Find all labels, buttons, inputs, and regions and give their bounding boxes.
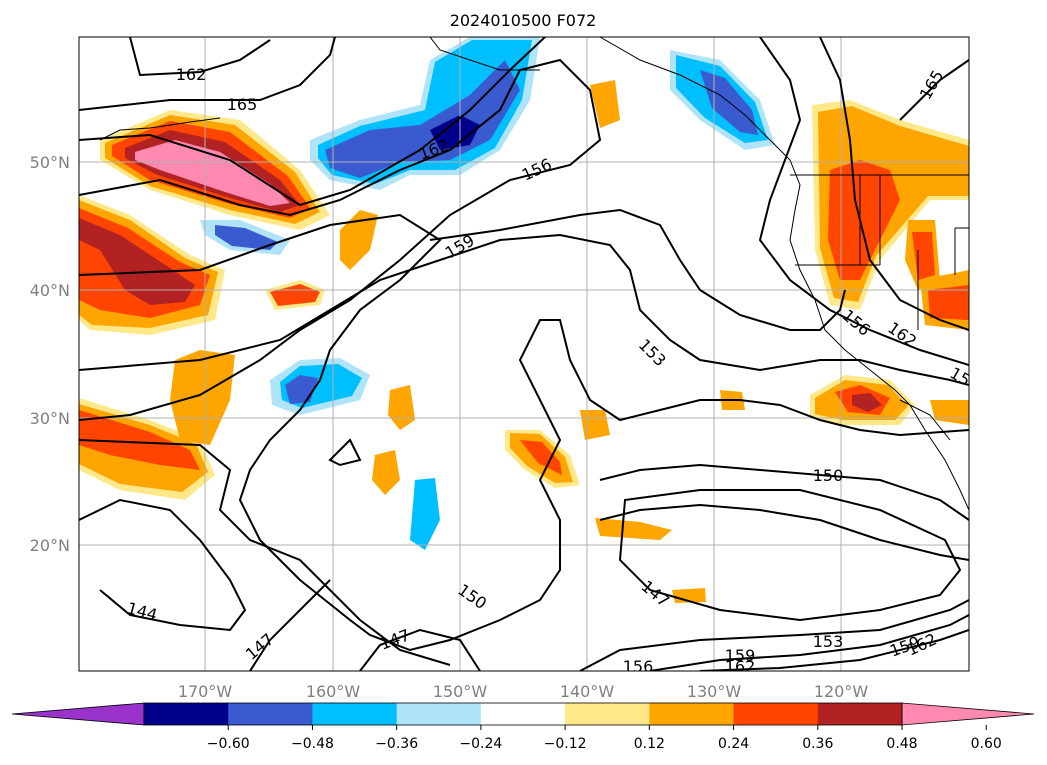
colorbar-swatch — [144, 703, 229, 725]
lon-label: 140°W — [560, 682, 615, 701]
shade-orange — [388, 385, 415, 430]
contour-line — [599, 503, 969, 561]
contour-line — [758, 37, 969, 366]
lat-label: 30°N — [30, 409, 70, 428]
shade-royal — [325, 60, 520, 178]
height-contours — [79, 37, 969, 671]
coastlines — [99, 37, 969, 511]
shade-darkred — [79, 218, 195, 305]
shade-deepsky — [410, 478, 440, 550]
colorbar-tick-label: 0.36 — [802, 736, 833, 752]
contour-line — [599, 463, 969, 521]
shade-red — [928, 285, 969, 320]
colorbar-swatch — [817, 703, 903, 725]
colorbar-extend-high — [901, 702, 1035, 726]
colorbar-tick-label: −0.48 — [291, 736, 334, 752]
shade-orange — [595, 518, 672, 540]
shaded-field-layer — [79, 37, 969, 603]
colorbar: −0.60 −0.48 −0.36 −0.24 −0.12 0.12 0.24 0.36 0.4… — [11, 702, 1035, 752]
colorbar-tick-label: 0.24 — [718, 736, 749, 752]
colorbar-swatch — [649, 703, 735, 725]
contour-line — [79, 498, 247, 632]
colorbar-frame — [143, 702, 903, 726]
contour-label: 150 — [813, 466, 844, 485]
shade-orange — [170, 350, 235, 445]
contour-line — [649, 614, 969, 671]
colorbar-swatch — [480, 703, 566, 725]
contour-label: 159 — [725, 646, 756, 665]
lon-label: 160°W — [306, 682, 361, 701]
latitude-labels: 50°N 40°N 30°N 20°N — [30, 153, 70, 555]
lat-label: 50°N — [30, 153, 70, 172]
colorbar-tick-label: −0.12 — [544, 736, 587, 752]
colorbar-swatch — [228, 703, 313, 725]
shade-red — [520, 440, 562, 475]
colorbar-tick-label: 0.48 — [886, 736, 917, 752]
shade-navy — [430, 115, 480, 150]
contour-line — [819, 37, 969, 331]
shade-orange — [590, 80, 620, 128]
contour-line — [328, 438, 362, 467]
contour-line — [79, 37, 336, 111]
contour-line — [618, 489, 962, 622]
colorbar-tick-label: −0.60 — [207, 736, 250, 752]
contour-label: 162 — [725, 657, 756, 676]
map-frame — [78, 36, 970, 672]
contour-label: 156 — [623, 657, 654, 676]
lat-label: 40°N — [30, 281, 70, 300]
contour-line — [359, 628, 481, 671]
colorbar-swatch — [733, 703, 819, 725]
shade-darkred — [852, 393, 882, 412]
lat-label: 20°N — [30, 536, 70, 555]
colorbar-tick-label: −0.36 — [375, 736, 418, 752]
contour-line — [699, 629, 969, 671]
contour-line — [579, 599, 969, 671]
graticule — [79, 37, 969, 671]
contour-label: 162 — [176, 65, 207, 84]
colorbar-swatch — [312, 703, 398, 725]
shade-orange — [340, 210, 378, 270]
contour-line — [79, 233, 969, 386]
shade-orange — [930, 400, 969, 425]
contour-line — [429, 208, 846, 331]
shade-red — [828, 160, 900, 280]
contour-line — [129, 37, 271, 77]
colorbar-extend-low — [11, 702, 145, 726]
contour-line — [899, 59, 969, 121]
map-title: 2024010500 F072 — [450, 11, 597, 30]
colorbar-swatch — [565, 703, 650, 725]
contour-line — [79, 37, 546, 207]
contour-line — [249, 579, 331, 671]
colorbar-tick-label: −0.24 — [459, 736, 502, 752]
shade-royal — [215, 225, 278, 250]
shade-pink — [135, 140, 290, 206]
colorbar-swatch — [396, 703, 482, 725]
contour-line — [79, 58, 602, 421]
map-plot-area: 162 165 162 156 159 153 156 162 15 165 1… — [79, 37, 969, 676]
shade-orange — [372, 450, 400, 495]
shade-red — [79, 410, 200, 470]
contour-line — [79, 439, 451, 666]
colorbar-tick-label: 0.12 — [634, 736, 665, 752]
colorbar-tick-label: 0.60 — [971, 736, 1002, 752]
lon-label: 150°W — [433, 682, 488, 701]
lon-label: 130°W — [687, 682, 742, 701]
contour-label: 153 — [813, 632, 844, 651]
contour-line — [79, 213, 969, 652]
shade-orange — [580, 410, 610, 440]
contour-label: 165 — [227, 95, 258, 114]
lon-label: 120°W — [814, 682, 869, 701]
lon-label: 170°W — [178, 682, 233, 701]
longitude-labels: 170°W 160°W 150°W 140°W 130°W 120°W — [178, 682, 869, 701]
